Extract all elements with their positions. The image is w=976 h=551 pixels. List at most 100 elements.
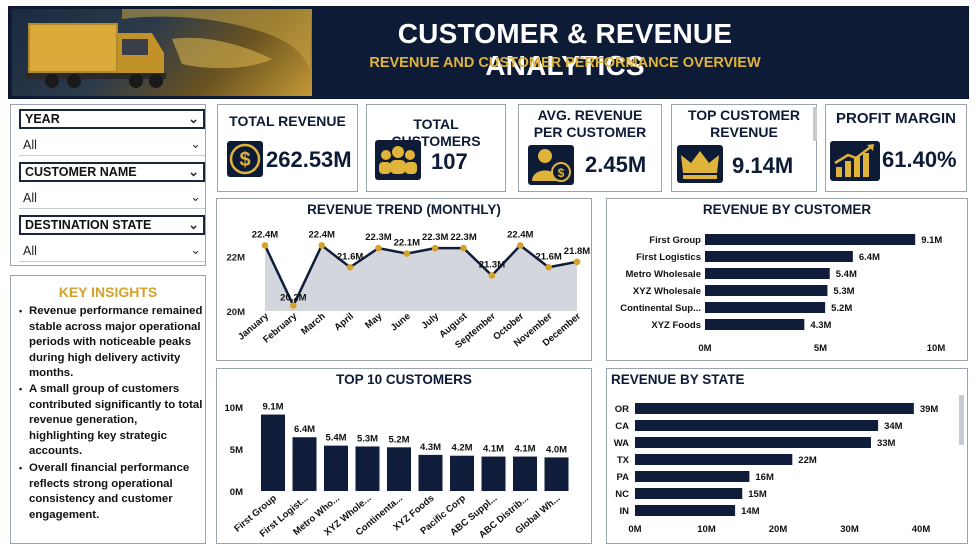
- data-label: 9.1M: [921, 235, 942, 246]
- top10-customers-chart: TOP 10 CUSTOMERS 0M 5M 10M 9.1M First Group 6…: [216, 368, 592, 544]
- trend-point: [290, 302, 297, 309]
- chevron-down-icon[interactable]: ⌄: [190, 136, 201, 151]
- kpi-total-revenue: TOTAL REVENUE $ 262.53M: [217, 104, 358, 192]
- chart-title: REVENUE TREND (MONTHLY): [307, 202, 501, 217]
- data-label: 9.1M: [262, 402, 283, 413]
- bar: [635, 505, 736, 516]
- data-label: 22.4M: [309, 229, 335, 240]
- category-label: TX: [617, 455, 630, 466]
- x-tick-label: 0M: [628, 524, 641, 535]
- state-slicer-header[interactable]: DESTINATION STATE ⌄: [19, 215, 205, 235]
- truck-world-map-image: [12, 9, 312, 96]
- trend-point: [460, 244, 467, 252]
- key-insights-panel: KEY INSIGHTS Revenue performance remaine…: [10, 275, 206, 544]
- state-slicer-label: DESTINATION STATE: [25, 218, 152, 232]
- page-subtitle: REVENUE AND CUSTOMER PERFORMANCE OVERVIE…: [369, 55, 761, 71]
- data-label: 22.4M: [507, 229, 533, 240]
- y-tick-label: 10M: [225, 403, 244, 414]
- data-label: 39M: [920, 404, 939, 415]
- y-tick-label: 20M: [227, 307, 246, 318]
- chevron-down-icon[interactable]: ⌄: [190, 189, 201, 204]
- trend-line: [263, 243, 578, 309]
- data-label: 5.2M: [831, 303, 852, 314]
- x-tick-label: 10M: [697, 524, 716, 535]
- svg-text:$: $: [239, 149, 250, 171]
- bar: [481, 456, 506, 491]
- data-label: 20.2M: [280, 293, 306, 304]
- data-label: 33M: [877, 438, 896, 449]
- customer-dropdown[interactable]: All ⌄: [19, 189, 205, 209]
- y-tick-label: 0M: [230, 487, 243, 498]
- y-tick-label: 22M: [227, 252, 246, 263]
- chart-title: REVENUE BY CUSTOMER: [702, 202, 872, 217]
- growth-chart-icon: [830, 141, 880, 181]
- data-label: 4.1M: [514, 444, 535, 455]
- state-dropdown[interactable]: All ⌄: [19, 242, 205, 262]
- y-tick-label: 5M: [230, 445, 243, 456]
- bar: [355, 446, 380, 491]
- bar: [635, 437, 871, 448]
- customer-selected-value: All: [23, 191, 37, 205]
- chevron-down-icon[interactable]: ⌄: [188, 217, 199, 232]
- bar: [705, 234, 916, 245]
- data-label: 4.1M: [483, 444, 504, 455]
- insight-item: Overall financial performance reflects s…: [19, 461, 205, 523]
- x-tick-label: May: [363, 310, 385, 331]
- category-label: NC: [615, 489, 629, 500]
- kpi-value: 107: [431, 149, 468, 174]
- kpi-title: PROFIT MARGIN: [836, 110, 956, 127]
- kpi-title: TOP CUSTOMER REVENUE: [687, 107, 801, 140]
- customer-slicer-header[interactable]: CUSTOMER NAME ⌄: [19, 162, 205, 182]
- year-slicer-header[interactable]: YEAR ⌄: [19, 109, 205, 129]
- data-label: 15M: [748, 489, 767, 500]
- scrollbar[interactable]: [813, 107, 817, 141]
- chevron-down-icon[interactable]: ⌄: [188, 164, 199, 179]
- insights-title: KEY INSIGHTS: [58, 284, 158, 300]
- bar: [635, 403, 914, 414]
- year-dropdown[interactable]: All ⌄: [19, 136, 205, 156]
- trend-point: [403, 250, 411, 257]
- bar: [635, 471, 750, 482]
- data-label: 34M: [884, 421, 903, 432]
- data-label: 5.4M: [325, 433, 346, 444]
- state-selected-value: All: [23, 244, 37, 258]
- data-label: 22.1M: [394, 238, 420, 249]
- kpi-value: 9.14M: [732, 153, 794, 178]
- kpi-title: AVG. REVENUE PER CUSTOMER: [533, 107, 647, 140]
- bar: [705, 268, 830, 279]
- bar: [635, 488, 743, 499]
- data-label: 4.2M: [451, 443, 472, 454]
- kpi-value: 61.40%: [882, 147, 957, 172]
- customer-svg: First Group 9.1M First Logistics 6.4M Metro …: [620, 234, 946, 354]
- trend-point: [375, 244, 382, 252]
- chart-title: TOP 10 CUSTOMERS: [336, 372, 472, 387]
- x-tick-label: 30M: [840, 524, 859, 535]
- kpi-avg-revenue: AVG. REVENUE PER CUSTOMER $ 2.45M: [518, 104, 662, 192]
- kpi-top-customer: TOP CUSTOMER REVENUE 9.14M: [671, 104, 817, 192]
- x-tick-label: 10M: [927, 343, 946, 354]
- category-label: PA: [617, 472, 630, 483]
- data-label: 6.4M: [294, 424, 315, 435]
- bar: [387, 447, 411, 491]
- category-label: Metro Wholesale: [626, 269, 702, 280]
- category-label: WA: [614, 438, 629, 449]
- state-svg: OR 39M CA 34M WA 33M TX 22M PA 16M NC 15M IN 14M 0M 10M…: [614, 403, 939, 535]
- data-label: 5.3M: [357, 433, 378, 444]
- x-tick-label: July: [419, 310, 441, 331]
- year-selected-value: All: [23, 138, 37, 152]
- filter-panel: YEAR ⌄ All ⌄ CUSTOMER NAME ⌄ All ⌄ DESTI…: [10, 104, 206, 266]
- data-label: 6.4M: [859, 252, 880, 263]
- scrollbar[interactable]: [959, 395, 964, 445]
- bar: [261, 414, 285, 491]
- trend-svg: 20M22M22.4MJanuary20.2MFebruary22.4MMarc…: [227, 229, 591, 350]
- trend-point: [346, 263, 354, 271]
- data-label: 4.3M: [810, 320, 831, 331]
- category-label: XYZ Foods: [651, 320, 701, 331]
- bar: [450, 455, 474, 491]
- people-group-icon: [375, 140, 421, 180]
- category-label: First Logistics: [636, 252, 701, 263]
- chevron-down-icon[interactable]: ⌄: [190, 242, 201, 257]
- bar: [705, 319, 805, 330]
- chevron-down-icon[interactable]: ⌄: [188, 111, 199, 126]
